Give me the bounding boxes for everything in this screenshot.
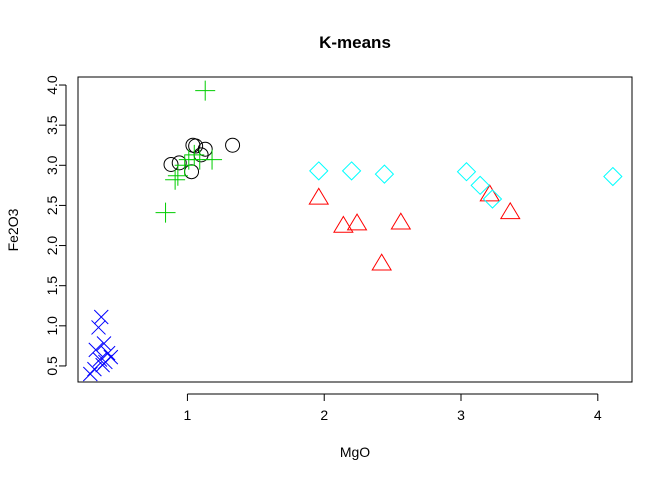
triangle-point bbox=[308, 187, 330, 205]
circle-point bbox=[225, 137, 241, 153]
x-point bbox=[88, 342, 104, 358]
diamond-point bbox=[470, 175, 490, 196]
diamond-point bbox=[603, 166, 623, 187]
plus-point bbox=[195, 80, 216, 101]
x-point bbox=[92, 352, 108, 367]
circle-point bbox=[171, 155, 187, 171]
x-axis-label: MgO bbox=[340, 444, 370, 460]
triangle-point bbox=[371, 253, 393, 271]
y-tick-label: 3.5 bbox=[44, 115, 60, 135]
x-tick-label: 1 bbox=[184, 407, 192, 423]
diamond-point bbox=[456, 162, 477, 182]
x-axis: 1 2 3 4 bbox=[184, 393, 602, 423]
plus-point bbox=[167, 165, 188, 186]
plus-point bbox=[202, 149, 223, 170]
x-point bbox=[91, 320, 106, 335]
y-tick-label: 2.0 bbox=[44, 236, 60, 256]
chart-title: K-means bbox=[319, 33, 391, 52]
x-point bbox=[87, 361, 102, 377]
x-point bbox=[93, 309, 109, 325]
y-tick-label: 3.0 bbox=[44, 155, 60, 175]
triangle-point bbox=[333, 215, 354, 233]
y-tick-label: 1.0 bbox=[44, 316, 60, 336]
circle-point bbox=[188, 138, 204, 154]
y-tick-label: 2.5 bbox=[44, 195, 60, 215]
circle-point bbox=[184, 164, 200, 180]
x-point bbox=[100, 345, 116, 361]
y-tick-label: 4.0 bbox=[44, 75, 60, 95]
circle-point bbox=[197, 141, 213, 157]
diamond-point bbox=[374, 164, 395, 184]
plot-frame bbox=[77, 76, 633, 383]
plus-point bbox=[184, 144, 205, 165]
data-points bbox=[82, 80, 623, 382]
plus-point bbox=[174, 155, 195, 176]
x-point bbox=[82, 366, 98, 382]
x-tick-label: 4 bbox=[594, 407, 602, 423]
x-point bbox=[103, 349, 119, 365]
plus-point bbox=[155, 202, 176, 223]
triangle-point bbox=[390, 212, 412, 230]
circle-point bbox=[163, 156, 179, 172]
y-tick-label: 1.5 bbox=[44, 276, 60, 296]
y-axis-label: Fe2O3 bbox=[5, 208, 21, 251]
x-tick-label: 3 bbox=[457, 407, 465, 423]
triangle-point bbox=[346, 213, 368, 231]
diamond-point bbox=[309, 161, 329, 181]
plus-point bbox=[165, 169, 186, 190]
triangle-point bbox=[479, 184, 501, 202]
x-point bbox=[96, 336, 112, 351]
y-axis: 0.5 1.0 1.5 2.0 2.5 3.0 3.5 4.0 bbox=[44, 75, 67, 376]
y-tick-label: 0.5 bbox=[44, 356, 60, 376]
diamond-point bbox=[482, 189, 503, 209]
triangle-point bbox=[499, 201, 521, 220]
x-tick-label: 2 bbox=[320, 407, 328, 423]
diamond-point bbox=[341, 161, 362, 181]
